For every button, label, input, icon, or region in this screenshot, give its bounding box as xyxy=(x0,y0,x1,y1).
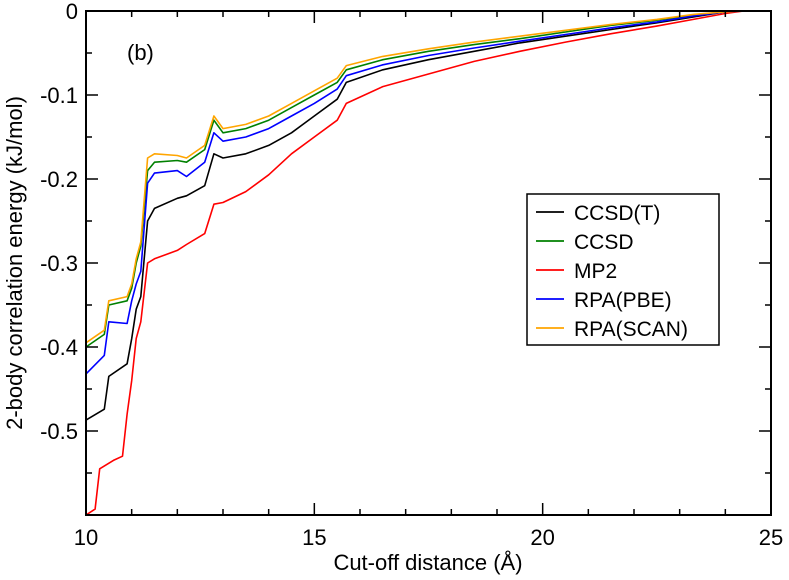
y-tick-label: -0.3 xyxy=(40,251,78,276)
series-line-rpa-pbe xyxy=(85,10,744,375)
x-tick-label: 25 xyxy=(759,525,783,550)
y-tick-label: -0.4 xyxy=(40,335,78,360)
x-tick-label: 10 xyxy=(74,525,98,550)
panel-label: (b) xyxy=(127,40,154,65)
axis-tick-labels: 10 15 20 25 0 -0.1 -0.2 -0.3 -0.4 -0.5 xyxy=(40,0,783,550)
legend-label: RPA(PBE) xyxy=(574,289,672,312)
x-tick-label: 15 xyxy=(302,525,326,550)
y-tick-label: 0 xyxy=(66,0,78,24)
legend: CCSD(T) CCSD MP2 RPA(PBE) RPA(SCAN) xyxy=(526,193,720,346)
y-axis-title: 2-body correlation energy (kJ/mol) xyxy=(2,96,27,430)
legend-label: RPA(SCAN) xyxy=(574,318,688,341)
series-line-mp2 xyxy=(85,10,744,516)
axis-ticks xyxy=(85,10,772,516)
x-axis-title: Cut-off distance (Å) xyxy=(333,550,522,575)
x-tick-label: 20 xyxy=(530,525,554,550)
legend-label: CCSD(T) xyxy=(574,202,660,225)
y-tick-label: -0.2 xyxy=(40,167,78,192)
y-tick-label: -0.5 xyxy=(40,419,78,444)
legend-label: MP2 xyxy=(574,260,617,283)
series-line-rpa-scan xyxy=(85,10,744,344)
series-line-ccsd-t xyxy=(85,10,744,421)
y-tick-label: -0.1 xyxy=(40,83,78,108)
series-lines xyxy=(85,10,744,516)
legend-label: CCSD xyxy=(574,231,634,254)
